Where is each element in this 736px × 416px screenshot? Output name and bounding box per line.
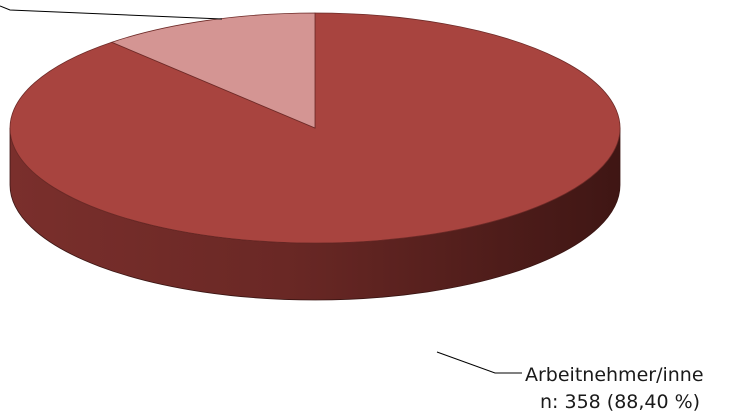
- leader-line-slice-1: [436, 351, 522, 374]
- pie-slice-2: [110, 12, 316, 129]
- slice-1-label-line-2: n: 358 (88,40 %): [540, 391, 700, 413]
- slice-1-label-line-1: Arbeitnehmer/inne: [525, 364, 704, 386]
- leader-line-slice-2: [0, 5, 223, 20]
